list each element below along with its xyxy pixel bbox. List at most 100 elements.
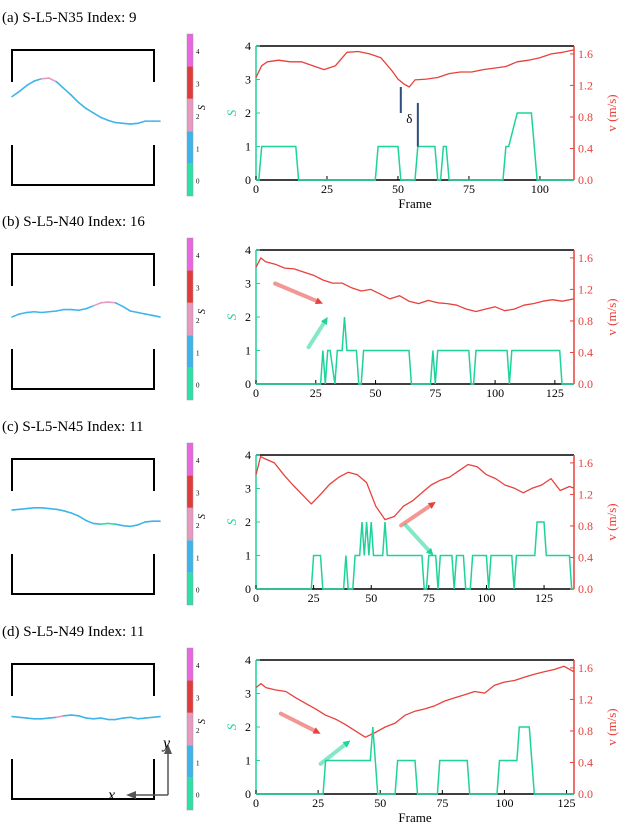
- trace-segment: [25, 80, 36, 87]
- chart-axes: 0 25 50 75 100 125 Frame 0 1 2 3 4 S 0.0 0.4 0.8 1.2 1.6 v…: [224, 653, 619, 825]
- colorbar-tick: 1: [196, 554, 200, 562]
- trace-segment: [77, 515, 87, 522]
- panel-a: (a) S-L5-N35 Index: 9 0 1 2 3 4 S 0 25 50 75 100 Fra…: [2, 10, 619, 211]
- y-axis-label-left: S: [224, 313, 239, 320]
- x-tick-label: 75: [429, 386, 441, 400]
- trace-segment: [151, 715, 161, 719]
- y-tick-label-left: 1: [245, 140, 251, 154]
- trace-segment: [40, 77, 50, 80]
- colorbar-segment-1: [187, 131, 193, 164]
- trace-segment: [48, 716, 58, 719]
- trace-segment: [114, 523, 124, 527]
- y-axis-label-right: v (m/s): [604, 298, 619, 335]
- trace-segment: [137, 311, 146, 315]
- trace-segment: [137, 521, 146, 526]
- domain-top-wall: [11, 663, 155, 696]
- y-axis-label-right: v (m/s): [604, 708, 619, 745]
- velocity-trend-arrow-head: [312, 727, 321, 734]
- trace-segment: [92, 302, 102, 307]
- colorbar-segment-2: [187, 302, 193, 336]
- x-tick-label: 0: [253, 796, 259, 810]
- y-tick-label-right: 0.8: [578, 110, 593, 124]
- trace-segment: [92, 112, 102, 119]
- y-tick-label-right: 0.8: [578, 724, 593, 738]
- y-axis-label-left: S: [224, 723, 239, 730]
- colorbar-tick: 2: [196, 113, 200, 121]
- trace-segment: [11, 313, 21, 318]
- v-series-line: [255, 665, 575, 738]
- trace-segment: [114, 717, 124, 721]
- x-tick-label: 125: [558, 796, 576, 810]
- velocity-trend-arrow-head: [314, 297, 323, 305]
- x-tick-label: 0: [253, 386, 259, 400]
- x-tick-label: 50: [365, 591, 377, 605]
- trace-segment: [55, 508, 65, 512]
- y-axis-label-left: S: [224, 518, 239, 525]
- trace-segment: [144, 716, 154, 719]
- trace-segment: [85, 717, 95, 720]
- y-axis-label-right: v (m/s): [604, 94, 619, 131]
- trace-segment: [77, 715, 87, 719]
- y-tick-label-right: 0.4: [578, 141, 593, 155]
- x-tick-label: 100: [486, 386, 504, 400]
- s-series-line: [256, 521, 574, 590]
- trace-segment: [48, 507, 58, 511]
- colorbar-tick: 2: [196, 727, 200, 735]
- y-tick-label-right: 1.6: [578, 456, 593, 470]
- trace-segment: [62, 714, 72, 717]
- trace-segment: [70, 714, 80, 717]
- trace-segment: [114, 121, 124, 125]
- state-trend-arrow-shaft: [403, 523, 433, 554]
- trace-segment: [137, 120, 146, 125]
- colorbar-segment-2: [187, 712, 193, 746]
- trace-segment: [122, 716, 132, 719]
- x-tick-label: 25: [312, 796, 324, 810]
- colorbar-segment-0: [187, 777, 193, 810]
- colorbar-segment-2: [187, 98, 193, 132]
- velocity-trend-arrow-head: [427, 501, 436, 509]
- state-trend-arrow-shaft: [318, 741, 349, 766]
- trace-segment: [25, 717, 36, 720]
- trace-segment: [129, 310, 139, 314]
- trace-segment: [25, 507, 36, 510]
- colorbar-segment-0: [187, 572, 193, 605]
- x-axis-label: Frame: [398, 810, 431, 825]
- colorbar-tick: 0: [196, 792, 200, 800]
- colorbar-tick: 4: [196, 662, 200, 670]
- trace-segment: [48, 77, 58, 83]
- trace-segment: [70, 94, 80, 104]
- y-axis-icon-label: y: [161, 735, 171, 752]
- colorbar-frame: [186, 33, 194, 197]
- panel-title: (d) S-L5-N49 Index: 11: [2, 624, 144, 640]
- colorbar-segment-4: [187, 238, 193, 271]
- trace-segment: [11, 715, 21, 719]
- colorbar-label: S: [197, 719, 208, 724]
- trace-segment: [33, 310, 43, 314]
- y-tick-label-right: 1.6: [578, 661, 593, 675]
- trace-segment: [144, 313, 154, 317]
- colorbar-segment-4: [187, 34, 193, 67]
- trace-segment: [107, 522, 117, 525]
- x-tick-label: 100: [531, 182, 549, 196]
- colorbar-tick: 1: [196, 349, 200, 357]
- x-tick-label: 25: [308, 591, 320, 605]
- x-tick-label: 25: [310, 386, 322, 400]
- trace-segment: [100, 301, 109, 304]
- velocity-trend-arrow-shaft: [399, 502, 434, 528]
- colorbar-segment-4: [187, 443, 193, 476]
- y-tick-label-left: 1: [245, 754, 251, 768]
- y-tick-label-right: 0.0: [578, 173, 593, 187]
- trace-segment: [40, 717, 50, 720]
- y-tick-label-left: 3: [245, 687, 251, 701]
- trace-segment: [62, 510, 72, 514]
- y-tick-label-right: 1.6: [578, 47, 593, 61]
- x-arrow-head: [126, 791, 136, 799]
- x-tick-label: 0: [253, 591, 259, 605]
- coordinate-axis-icon: xy: [107, 735, 172, 804]
- x-tick-label: 75: [436, 796, 448, 810]
- state-trend-arrow-head: [426, 547, 434, 556]
- colorbar-frame: [186, 647, 194, 811]
- trace-segment: [85, 305, 95, 310]
